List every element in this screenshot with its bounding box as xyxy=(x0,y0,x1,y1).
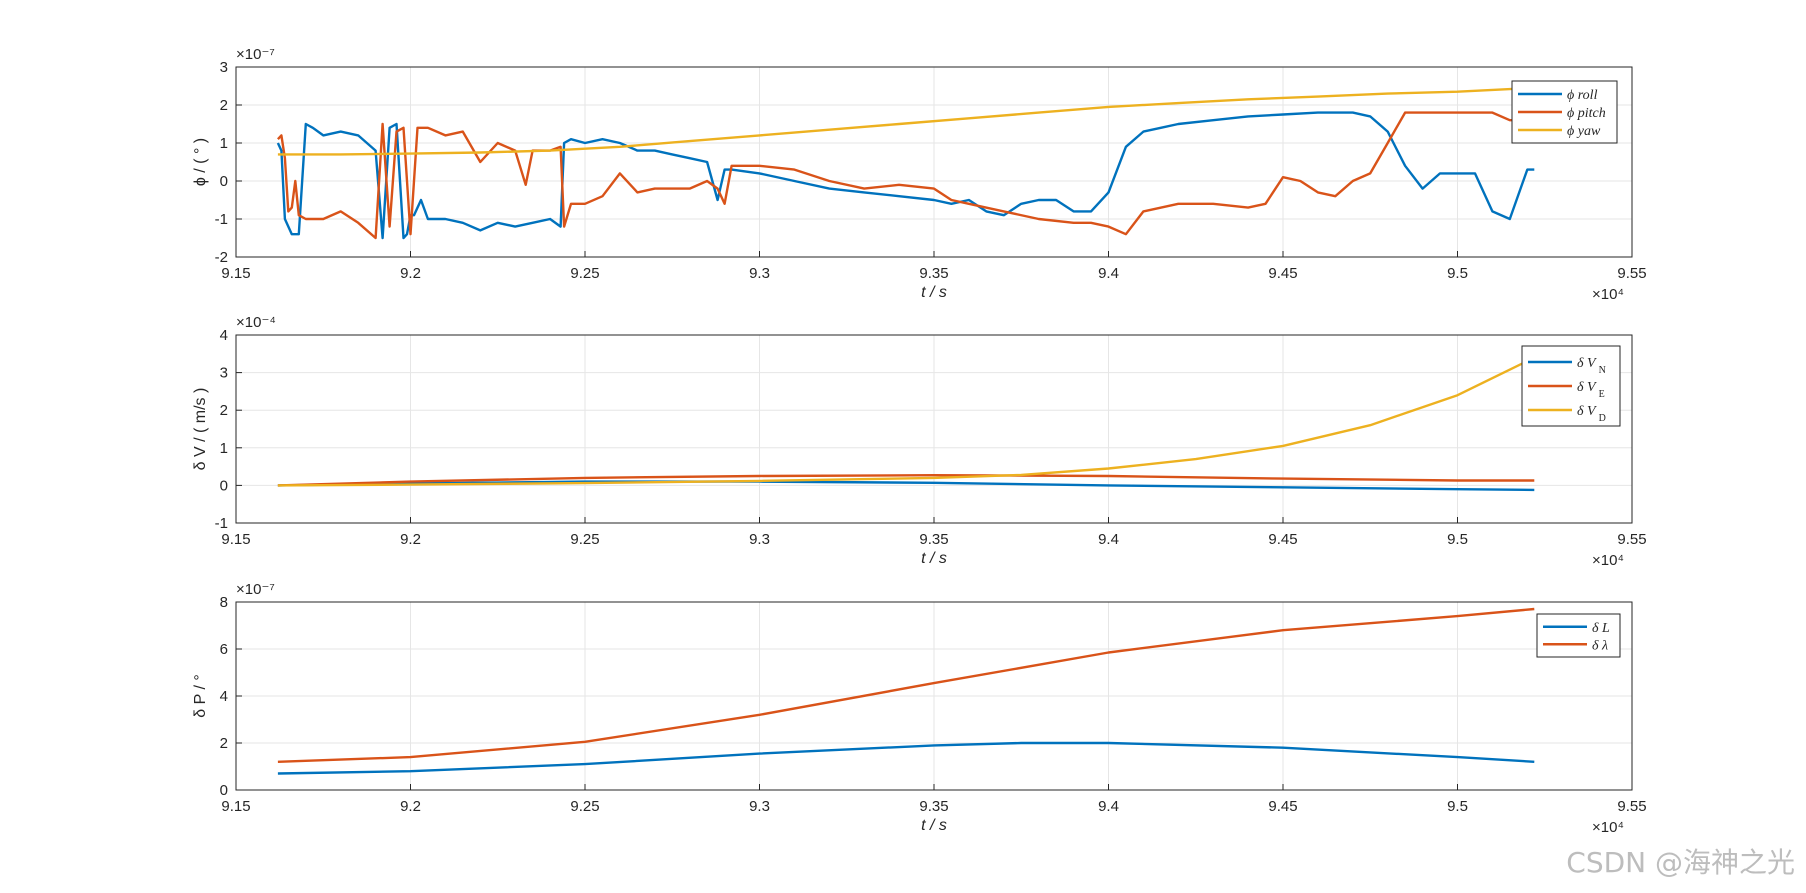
y-tick-label: 0 xyxy=(220,173,228,190)
axes-box xyxy=(235,334,1633,524)
y-tick-label: 1 xyxy=(220,135,228,152)
series-line-1 xyxy=(277,741,1535,775)
x-exponent-label: ×10⁴ xyxy=(1592,552,1624,569)
x-tick-label: 9.3 xyxy=(749,531,770,548)
x-tick-label: 9.3 xyxy=(749,798,770,815)
legend: δ L δ λ xyxy=(1536,613,1621,658)
x-tick-label: 9.25 xyxy=(570,265,599,282)
y-tick-label: 2 xyxy=(220,97,228,114)
legend-entry: δ λ xyxy=(1592,638,1608,653)
series-line-2 xyxy=(277,607,1535,763)
watermark: CSDN @海神之光 xyxy=(1566,846,1795,879)
subplot-2: 9.15 9.2 9.25 9.3 9.35 9.4 9.45 9.5 9.55 -1 0 1 2 3 4 ×… xyxy=(192,314,1647,569)
x-tick-label: 9.45 xyxy=(1268,531,1297,548)
series-line-1 xyxy=(276,111,1535,240)
y-tick-label: 0 xyxy=(220,782,228,799)
subplot-3: 9.15 9.2 9.25 9.3 9.35 9.4 9.45 9.5 9.55 0 2 4 6 8 ×10… xyxy=(192,581,1647,836)
series-line-3 xyxy=(277,86,1535,156)
y-exponent-label: ×10⁻⁷ xyxy=(236,581,275,598)
legend-entry: ϕ pitch xyxy=(1567,106,1606,121)
x-tick-label: 9.35 xyxy=(919,265,948,282)
legend: ϕ roll ϕ pitch ϕ yaw xyxy=(1511,80,1618,144)
y-tick-label: -1 xyxy=(215,515,228,532)
y-tick-label: 2 xyxy=(220,735,228,752)
y-tick-label: 6 xyxy=(220,641,228,658)
x-tick-label: 9.5 xyxy=(1447,798,1468,815)
x-axis-label: t / s xyxy=(921,817,947,834)
y-tick-label: 2 xyxy=(220,402,228,419)
y-axis-label: δ V / ( m/s ) xyxy=(192,388,209,471)
axes-box xyxy=(235,66,1633,258)
x-tick-label: 9.5 xyxy=(1447,531,1468,548)
x-tick-label: 9.2 xyxy=(400,265,421,282)
x-tick-label: 9.45 xyxy=(1268,265,1297,282)
y-tick-label: 3 xyxy=(220,59,228,76)
x-tick-label: 9.5 xyxy=(1447,265,1468,282)
subplot-1: 9.15 9.2 9.25 9.3 9.35 9.4 9.45 9.5 9.55 -2 -1 0 1 2 3… xyxy=(192,46,1647,303)
x-axis-label: t / s xyxy=(921,284,947,301)
x-tick-label: 9.15 xyxy=(221,265,250,282)
y-tick-label: 1 xyxy=(220,440,228,457)
series-line-1 xyxy=(277,480,1535,492)
x-tick-label: 9.15 xyxy=(221,798,250,815)
y-exponent-label: ×10⁻⁴ xyxy=(236,314,276,331)
x-axis-label: t / s xyxy=(921,550,947,567)
legend-box xyxy=(1536,613,1621,658)
x-tick-label: 9.55 xyxy=(1617,265,1646,282)
x-tick-label: 9.55 xyxy=(1617,531,1646,548)
x-tick-label: 9.55 xyxy=(1617,798,1646,815)
x-tick-label: 9.4 xyxy=(1098,798,1119,815)
y-exponent-label: ×10⁻⁷ xyxy=(236,46,275,63)
x-tick-label: 9.25 xyxy=(570,531,599,548)
x-tick-label: 9.2 xyxy=(400,531,421,548)
axes-box xyxy=(235,601,1633,791)
y-tick-label: -2 xyxy=(215,249,228,266)
y-axis-label: ϕ / ( ° ) xyxy=(192,138,209,186)
x-tick-label: 9.3 xyxy=(749,265,770,282)
y-tick-label: 4 xyxy=(220,327,228,344)
x-exponent-label: ×10⁴ xyxy=(1592,286,1624,303)
x-tick-label: 9.15 xyxy=(221,531,250,548)
x-tick-label: 9.25 xyxy=(570,798,599,815)
x-exponent-label: ×10⁴ xyxy=(1592,819,1624,836)
y-tick-label: 8 xyxy=(220,594,228,611)
series-line-2 xyxy=(277,474,1535,487)
y-tick-label: 3 xyxy=(220,365,228,382)
x-tick-label: 9.35 xyxy=(919,531,948,548)
y-tick-label: -1 xyxy=(215,211,228,228)
series-line-2 xyxy=(277,111,1536,240)
x-tick-label: 9.4 xyxy=(1098,265,1119,282)
y-tick-label: 4 xyxy=(220,688,228,705)
legend-entry: ϕ yaw xyxy=(1567,124,1601,139)
x-tick-label: 9.2 xyxy=(400,798,421,815)
x-tick-label: 9.4 xyxy=(1098,531,1119,548)
y-axis-label: δ P / ° xyxy=(192,674,209,717)
series-line-3 xyxy=(277,356,1535,487)
x-tick-label: 9.35 xyxy=(919,798,948,815)
y-tick-label: 0 xyxy=(220,477,228,494)
legend-entry: δ L xyxy=(1592,621,1610,636)
legend-entry: ϕ roll xyxy=(1567,88,1598,103)
x-tick-label: 9.45 xyxy=(1268,798,1297,815)
